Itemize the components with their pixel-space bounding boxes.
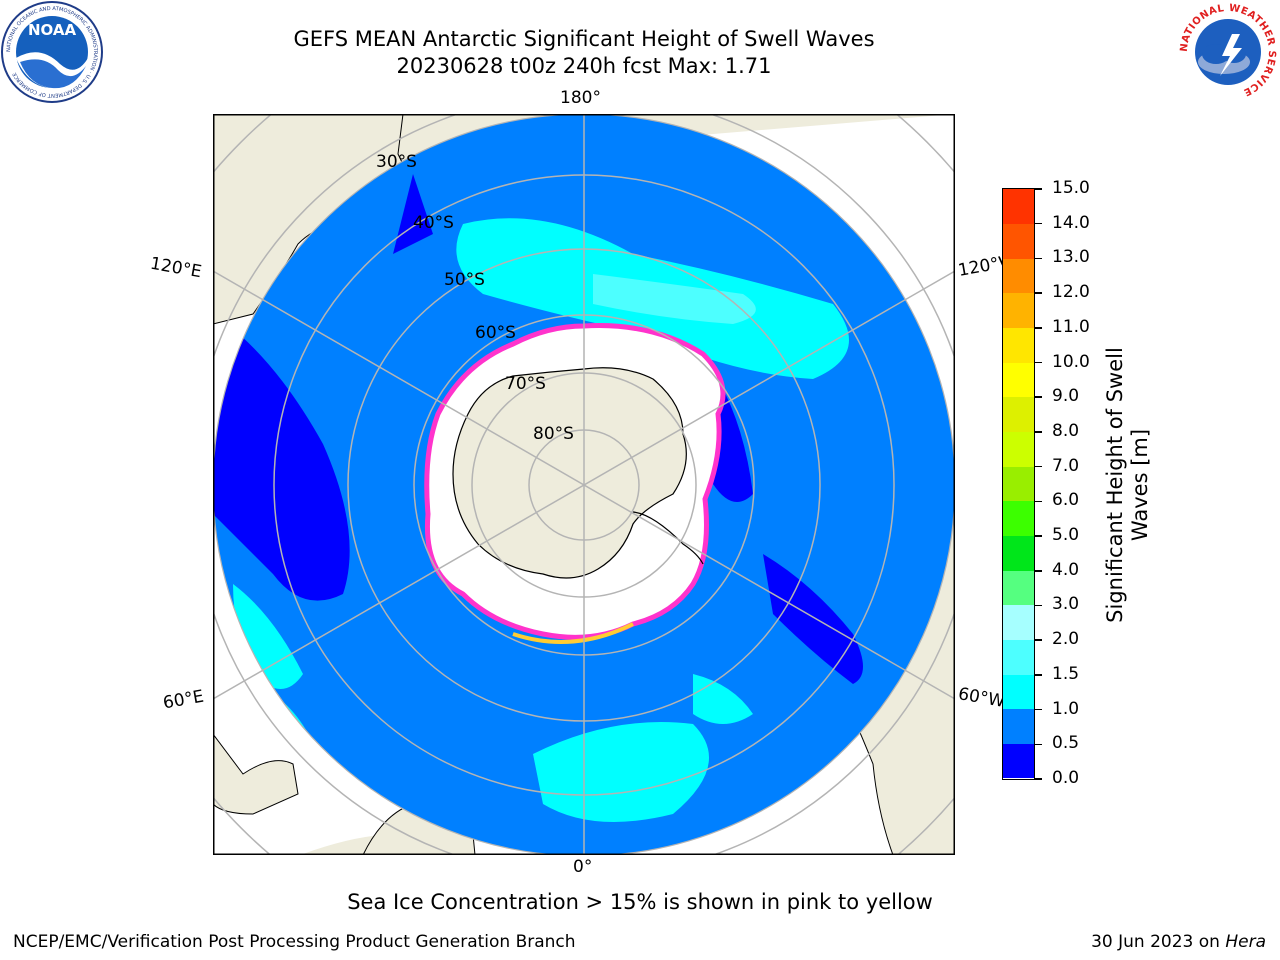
colorbar-segment bbox=[1003, 708, 1034, 744]
noaa-logo: NOAA NATIONAL OCEANIC AND ATMOSPHERIC AD… bbox=[1, 1, 103, 103]
colorbar-segment bbox=[1003, 258, 1034, 294]
colorbar-tick-label: 1.0 bbox=[1052, 698, 1080, 719]
colorbar-label: Significant Height of Swell Waves [m] bbox=[1102, 347, 1152, 623]
graticule bbox=[213, 114, 955, 855]
colorbar-segment bbox=[1003, 327, 1034, 363]
lat-label-80s: 80°S bbox=[533, 424, 574, 444]
colorbar-tick bbox=[1035, 465, 1042, 468]
colorbar-segment bbox=[1003, 431, 1034, 467]
lon-label-0: 0° bbox=[573, 857, 593, 877]
colorbar-tick bbox=[1035, 257, 1042, 260]
colorbar-segment bbox=[1003, 500, 1034, 536]
land-madagascar bbox=[213, 733, 299, 815]
colorbar-segment bbox=[1003, 189, 1034, 225]
colorbar-tick-label: 13.0 bbox=[1052, 247, 1090, 268]
colorbar-segment bbox=[1003, 466, 1034, 502]
colorbar-tick-label: 5.0 bbox=[1052, 525, 1080, 546]
chart-title: GEFS MEAN Antarctic Significant Height o… bbox=[293, 27, 875, 51]
colorbar-tick-label: 0.0 bbox=[1052, 768, 1080, 788]
footer-date-text: 30 Jun 2023 on bbox=[1091, 932, 1220, 952]
colorbar-tick bbox=[1035, 188, 1042, 190]
colorbar-tick bbox=[1035, 708, 1042, 711]
colorbar-tick bbox=[1035, 778, 1042, 780]
colorbar-tick bbox=[1035, 639, 1042, 641]
colorbar bbox=[1002, 188, 1035, 780]
colorbar-tick-label: 12.0 bbox=[1052, 282, 1090, 303]
lat-label-70s: 70°S bbox=[505, 374, 546, 394]
colorbar-segment bbox=[1003, 639, 1034, 675]
noaa-logo-text: NOAA bbox=[28, 21, 77, 39]
colorbar-tick bbox=[1035, 431, 1042, 433]
colorbar-tick-label: 7.0 bbox=[1052, 455, 1080, 476]
sea-ice-note: Sea Ice Concentration > 15% is shown in … bbox=[347, 890, 933, 914]
lon-label-60w: 60°W bbox=[956, 684, 1007, 712]
colorbar-tick-label: 14.0 bbox=[1052, 212, 1090, 233]
colorbar-tick-label: 15.0 bbox=[1052, 178, 1090, 198]
colorbar-tick-label: 9.0 bbox=[1052, 386, 1080, 407]
colorbar-tick bbox=[1035, 396, 1042, 398]
lat-label-40s: 40°S bbox=[413, 213, 454, 233]
footer-host: Hera bbox=[1225, 932, 1266, 952]
lon-label-120e: 120°E bbox=[148, 253, 204, 283]
footer-org: NCEP/EMC/Verification Post Processing Pr… bbox=[13, 932, 576, 952]
colorbar-segment bbox=[1003, 396, 1034, 433]
colorbar-tick bbox=[1035, 222, 1042, 225]
colorbar-segment bbox=[1003, 743, 1034, 779]
colorbar-tick bbox=[1035, 292, 1042, 294]
colorbar-tick-label: 10.0 bbox=[1052, 351, 1090, 372]
colorbar-tick bbox=[1035, 570, 1042, 572]
colorbar-segment bbox=[1003, 674, 1034, 710]
colorbar-tick-label: 1.5 bbox=[1052, 663, 1080, 684]
colorbar-tick bbox=[1035, 361, 1042, 364]
lat-label-30s: 30°S bbox=[376, 152, 417, 172]
colorbar-tick-label: 2.0 bbox=[1052, 629, 1080, 650]
colorbar-segment bbox=[1003, 292, 1034, 329]
nws-logo: NATIONAL WEATHER SERVICE bbox=[1178, 2, 1278, 102]
colorbar-tick-label: 3.0 bbox=[1052, 594, 1080, 615]
polar-map bbox=[213, 114, 955, 855]
colorbar-tick-label: 8.0 bbox=[1052, 420, 1080, 441]
colorbar-tick-label: 0.5 bbox=[1052, 733, 1080, 754]
colorbar-tick-label: 4.0 bbox=[1052, 559, 1080, 580]
colorbar-tick bbox=[1035, 535, 1042, 537]
colorbar-tick bbox=[1035, 674, 1042, 676]
lat-label-60s: 60°S bbox=[475, 323, 516, 343]
colorbar-tick-label: 6.0 bbox=[1052, 490, 1080, 511]
colorbar-tick bbox=[1035, 327, 1042, 329]
lon-label-60e: 60°E bbox=[161, 686, 206, 714]
colorbar-segment bbox=[1003, 535, 1034, 571]
colorbar-tick-label: 11.0 bbox=[1052, 316, 1090, 337]
colorbar-segment bbox=[1003, 362, 1034, 398]
chart-subtitle: 20230628 t00z 240h fcst Max: 1.71 bbox=[396, 54, 772, 78]
lon-label-180: 180° bbox=[560, 88, 601, 108]
colorbar-tick bbox=[1035, 743, 1042, 746]
lat-label-50s: 50°S bbox=[444, 270, 485, 290]
map-frame bbox=[213, 114, 955, 855]
colorbar-segment bbox=[1003, 223, 1034, 259]
land-antarctica bbox=[452, 367, 687, 579]
colorbar-segment bbox=[1003, 604, 1034, 640]
colorbar-segment bbox=[1003, 570, 1034, 606]
colorbar-tick bbox=[1035, 500, 1042, 503]
colorbar-tick bbox=[1035, 604, 1042, 607]
footer-date: 30 Jun 2023 on Hera bbox=[1091, 932, 1266, 952]
